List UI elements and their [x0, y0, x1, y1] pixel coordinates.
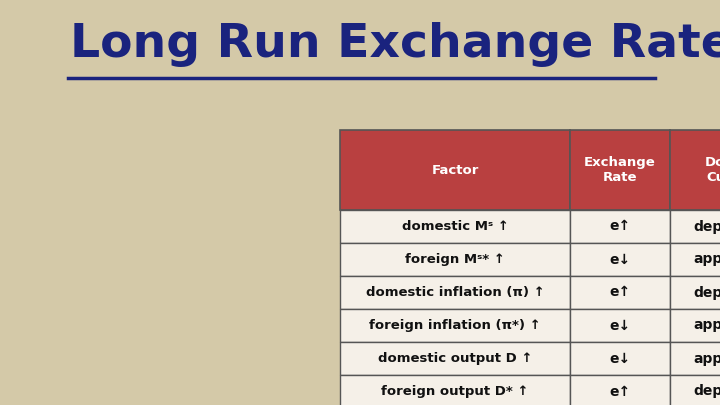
Text: e↑: e↑ [609, 384, 631, 399]
Bar [570, 309, 670, 342]
Text: domestic Mˢ ↑: domestic Mˢ ↑ [402, 220, 508, 233]
Text: Factor: Factor [431, 164, 479, 177]
Text: e↓: e↓ [609, 252, 631, 266]
Text: e↓: e↓ [609, 352, 631, 365]
Bar [340, 210, 570, 243]
Bar [570, 210, 670, 243]
Text: Exchange
Rate: Exchange Rate [584, 156, 656, 184]
Text: depreciates: depreciates [694, 286, 720, 300]
Text: domestic output D ↑: domestic output D ↑ [378, 352, 532, 365]
Bar [570, 243, 670, 276]
Bar [670, 375, 720, 405]
Text: depreciates: depreciates [694, 220, 720, 234]
Bar [670, 210, 720, 243]
Text: domestic inflation (π) ↑: domestic inflation (π) ↑ [366, 286, 544, 299]
Text: foreign inflation (π*) ↑: foreign inflation (π*) ↑ [369, 319, 541, 332]
Bar [670, 243, 720, 276]
Text: e↑: e↑ [609, 286, 631, 300]
Text: appreciates: appreciates [694, 352, 720, 365]
Bar [570, 375, 670, 405]
Text: appreciates: appreciates [694, 318, 720, 333]
Bar [670, 309, 720, 342]
Text: e↓: e↓ [609, 318, 631, 333]
Bar [570, 342, 670, 375]
Text: foreign Mˢ* ↑: foreign Mˢ* ↑ [405, 253, 505, 266]
Bar [340, 309, 570, 342]
Bar [670, 276, 720, 309]
Bar [670, 130, 720, 210]
Text: foreign output D* ↑: foreign output D* ↑ [382, 385, 528, 398]
Bar [340, 243, 570, 276]
Bar [340, 276, 570, 309]
Bar [340, 130, 570, 210]
Bar [570, 130, 670, 210]
Bar [340, 375, 570, 405]
Text: depreciates: depreciates [694, 384, 720, 399]
Bar [670, 342, 720, 375]
Text: e↑: e↑ [609, 220, 631, 234]
Text: Long Run Exchange Rate: Long Run Exchange Rate [70, 22, 720, 67]
Bar [340, 342, 570, 375]
Text: Domestic
Currency: Domestic Currency [705, 156, 720, 184]
Text: appreciates: appreciates [694, 252, 720, 266]
Bar [570, 276, 670, 309]
